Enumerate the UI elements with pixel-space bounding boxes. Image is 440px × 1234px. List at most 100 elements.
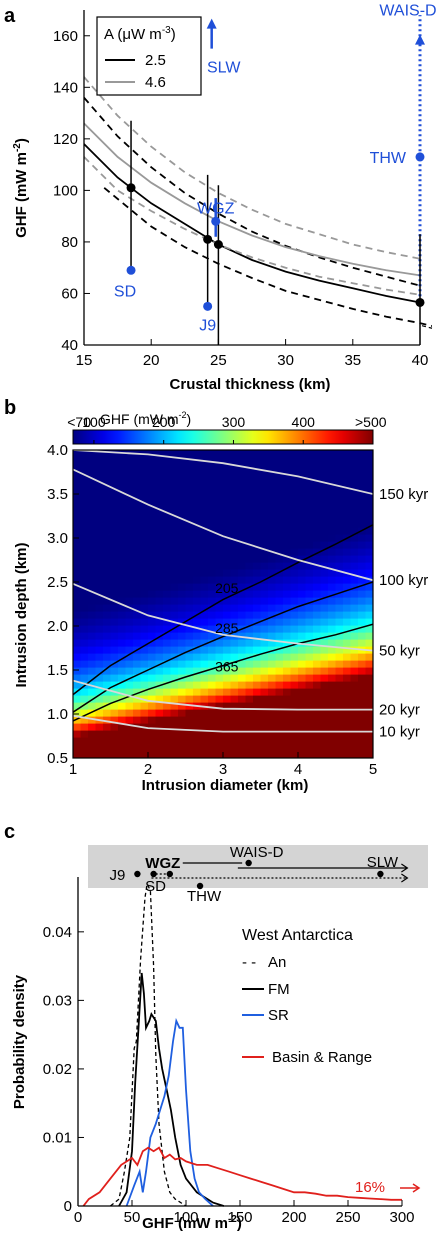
heatmap-cell	[290, 709, 299, 717]
heatmap-cell	[260, 604, 269, 612]
heatmap-cell	[103, 653, 112, 661]
panel-a-legend: A (μW m-3) 2.5 4.6	[96, 16, 202, 96]
heatmap-cell	[88, 541, 97, 549]
heatmap-cell	[343, 471, 352, 479]
heatmap-cell	[193, 597, 202, 605]
heatmap-cell	[283, 541, 292, 549]
heatmap-cell	[230, 737, 239, 745]
heatmap-cell	[305, 646, 314, 654]
heatmap-cell	[170, 548, 179, 556]
panel-a-ylabel: GHF (mW m-2)	[12, 138, 30, 238]
heatmap-cell	[185, 653, 194, 661]
heatmap-cell	[253, 744, 262, 752]
heatmap-cell	[283, 653, 292, 661]
heatmap-cell	[320, 471, 329, 479]
heatmap-cell	[110, 590, 119, 598]
heatmap-cell	[170, 485, 179, 493]
heatmap-cell	[283, 688, 292, 696]
heatmap-cell	[245, 457, 254, 465]
heatmap-cell	[200, 499, 209, 507]
heatmap-cell	[335, 702, 344, 710]
heatmap-cell	[290, 618, 299, 626]
heatmap-cell	[253, 485, 262, 493]
heatmap-cell	[178, 562, 187, 570]
heatmap-cell	[80, 548, 89, 556]
heatmap-cell	[245, 730, 254, 738]
heatmap-cell	[80, 492, 89, 500]
heatmap-cell	[283, 457, 292, 465]
heatmap-cell	[268, 492, 277, 500]
heatmap-cell	[283, 625, 292, 633]
heatmap-cell	[268, 688, 277, 696]
heatmap-cell	[328, 639, 337, 647]
heatmap-cell	[185, 513, 194, 521]
heatmap-cell	[365, 555, 373, 563]
heatmap-cell	[343, 478, 352, 486]
panel-c-xlabel-main: GHF (mW m	[142, 1215, 228, 1232]
panel-c-ytick-label: 0.02	[43, 1061, 72, 1078]
heatmap-cell	[73, 499, 82, 507]
heatmap-cell	[155, 457, 164, 465]
heatmap-cell	[73, 464, 82, 472]
heatmap-cell	[313, 646, 322, 654]
heatmap-cell	[223, 737, 232, 745]
heatmap-cell	[193, 604, 202, 612]
heatmap-cell	[133, 709, 142, 717]
top-site-label-sd: SD	[145, 878, 166, 895]
heatmap-cell	[238, 555, 247, 563]
heatmap-cell	[88, 520, 97, 528]
heatmap-cell	[328, 499, 337, 507]
heatmap-cell	[290, 702, 299, 710]
heatmap-cell	[133, 520, 142, 528]
heatmap-cell	[155, 541, 164, 549]
heatmap-cell	[350, 471, 359, 479]
legend-title-sup: -3	[162, 25, 171, 36]
heatmap-cell	[245, 716, 254, 724]
heatmap-cell	[140, 478, 149, 486]
heatmap-cell	[80, 688, 89, 696]
heatmap-cell	[140, 527, 149, 535]
heatmap-cell	[73, 625, 82, 633]
heatmap-cell	[260, 695, 269, 703]
heatmap-cell	[193, 541, 202, 549]
heatmap-cell	[178, 457, 187, 465]
heatmap-cell	[148, 597, 157, 605]
heatmap-cell	[230, 646, 239, 654]
heatmap-cell	[335, 681, 344, 689]
panel-c-legend: West Antarctica - - An FM SR Basin & Ran…	[242, 927, 372, 1066]
thw-range-arrow	[401, 873, 409, 883]
heatmap-cell	[200, 506, 209, 514]
heatmap-cell	[320, 716, 329, 724]
heatmap-cell	[110, 520, 119, 528]
heatmap-cell	[305, 723, 314, 731]
heatmap-cell	[73, 667, 82, 675]
heatmap-cell	[215, 464, 224, 472]
heatmap-cell	[305, 653, 314, 661]
heatmap-cell	[95, 492, 104, 500]
heatmap-cell	[253, 464, 262, 472]
heatmap-cell	[305, 562, 314, 570]
heatmap-cell	[163, 499, 172, 507]
heatmap-cell	[200, 688, 209, 696]
heatmap-cell	[73, 646, 82, 654]
heatmap-cell	[193, 632, 202, 640]
heatmap-cell	[133, 534, 142, 542]
heatmap-cell	[283, 562, 292, 570]
heatmap-cell	[268, 611, 277, 619]
top-site-label-thw: THW	[187, 888, 222, 905]
heatmap-cell	[260, 492, 269, 500]
heatmap-cell	[73, 485, 82, 493]
heatmap-cell	[103, 569, 112, 577]
heatmap-cell	[178, 555, 187, 563]
heatmap-cell	[178, 569, 187, 577]
heatmap-cell	[103, 583, 112, 591]
heatmap-cell	[245, 660, 254, 668]
heatmap-cell	[80, 597, 89, 605]
heatmap-cell	[298, 576, 307, 584]
heatmap-cell	[223, 611, 232, 619]
heatmap-cell	[148, 583, 157, 591]
heatmap-cell	[238, 611, 247, 619]
heatmap-cell	[178, 534, 187, 542]
heatmap-cell	[283, 751, 292, 758]
heatmap-cell	[185, 688, 194, 696]
